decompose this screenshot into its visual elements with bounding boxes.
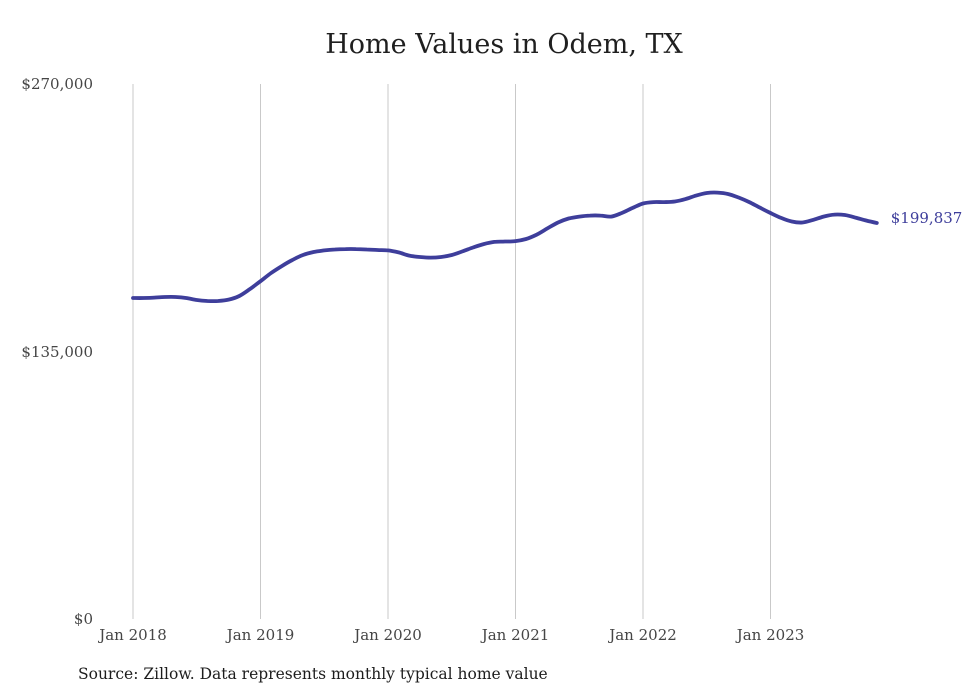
chart-title: Home Values in Odem, TX	[325, 29, 683, 60]
x-axis-tick-label: Jan 2018	[99, 626, 167, 644]
x-axis-tick-label: Jan 2020	[354, 626, 422, 644]
source-note: Source: Zillow. Data represents monthly …	[78, 665, 548, 683]
y-axis-tick-label: $0	[73, 610, 93, 628]
x-axis-tick-label: Jan 2021	[481, 626, 550, 644]
x-axis-tick-label: Jan 2019	[226, 626, 295, 644]
y-axis-tick-label: $135,000	[21, 342, 93, 361]
latest-value-label: $199,837	[890, 209, 963, 228]
y-axis-tick-label: $270,000	[21, 75, 93, 93]
x-axis-tick-label: Jan 2022	[609, 626, 677, 644]
x-axis-tick-label: Jan 2023	[736, 626, 805, 644]
home-value-line	[131, 190, 879, 304]
gridlines-group	[132, 84, 771, 619]
